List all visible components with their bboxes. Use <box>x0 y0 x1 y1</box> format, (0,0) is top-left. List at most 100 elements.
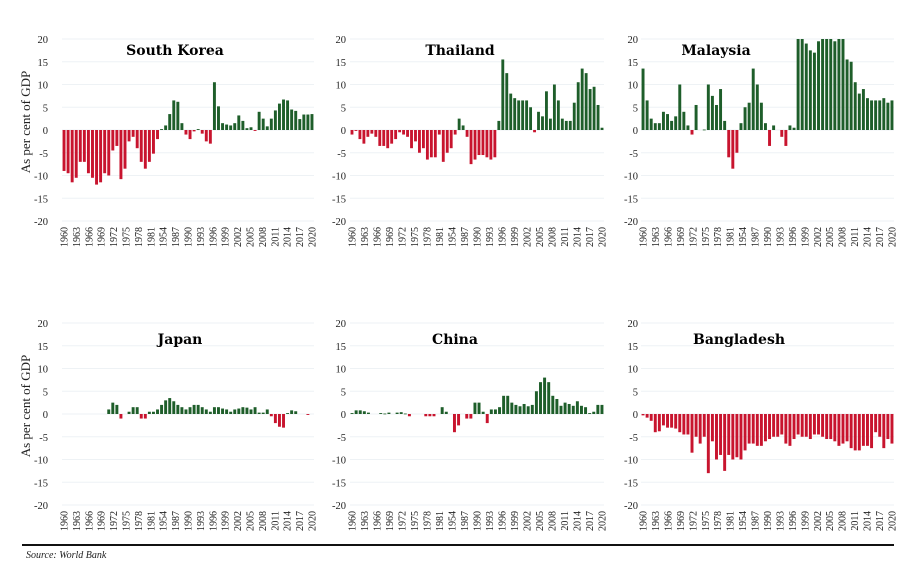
bar-2001 <box>229 411 233 414</box>
bar-2007 <box>537 111 540 130</box>
bar-1984 <box>160 404 164 414</box>
x-tick-label: 2008 <box>548 227 559 247</box>
bar-2004 <box>821 414 825 437</box>
bar-1963 <box>74 130 78 178</box>
bar-2009 <box>261 412 265 414</box>
bar-1995 <box>204 409 208 414</box>
x-tick-label: 1972 <box>688 511 699 531</box>
bar-1994 <box>489 409 493 414</box>
bar-1972 <box>690 130 694 135</box>
x-tick-label: 1978 <box>423 511 434 531</box>
bar-1979 <box>425 130 429 160</box>
bar-1980 <box>432 414 436 417</box>
bar-2002 <box>233 409 237 414</box>
bar-1976 <box>127 130 131 142</box>
bar-1976 <box>706 414 710 474</box>
x-tick-label: 1963 <box>651 227 662 247</box>
bar-1987 <box>172 100 176 130</box>
bar-1963 <box>362 411 366 414</box>
bar-2021 <box>592 86 596 130</box>
y-tick-label: -15 <box>332 194 346 205</box>
x-tick-label: 2005 <box>535 227 546 247</box>
bar-1993 <box>196 129 200 130</box>
bar-2002 <box>812 414 816 435</box>
bar-1995 <box>493 409 497 414</box>
bar-1985 <box>164 125 168 130</box>
x-tick-label: 1963 <box>651 511 662 531</box>
x-tick-label: 1972 <box>109 511 120 531</box>
bar-1986 <box>453 130 457 135</box>
x-tick-label: 2002 <box>813 227 824 247</box>
source-note: Source: World Bank <box>26 550 107 561</box>
x-tick-label: 1960 <box>60 511 71 531</box>
bar-2003 <box>526 406 530 414</box>
bar-1977 <box>710 95 714 131</box>
x-tick-label: 1978 <box>134 511 145 531</box>
bar-2015 <box>286 100 290 130</box>
bar-2013 <box>277 414 281 427</box>
x-tick-label: 1954 <box>448 227 459 247</box>
bar-1974 <box>406 130 409 137</box>
bar-1991 <box>768 414 772 440</box>
bar-1983 <box>441 130 445 162</box>
y-tick-label: 5 <box>633 103 638 114</box>
x-tick-label: 2017 <box>585 227 596 247</box>
bar-1985 <box>449 130 453 149</box>
bar-1999 <box>510 402 514 415</box>
x-tick-label: 2002 <box>813 511 824 531</box>
x-tick-label: 1999 <box>510 227 521 247</box>
bar-1994 <box>200 130 204 134</box>
x-tick-label: 1981 <box>146 227 157 247</box>
bar-1986 <box>168 398 172 414</box>
bar-1979 <box>719 414 723 455</box>
bar-1992 <box>481 411 485 414</box>
bar-2002 <box>233 123 237 130</box>
bar-1987 <box>751 68 755 130</box>
bar-2021 <box>890 100 894 130</box>
bar-1998 <box>217 106 220 130</box>
y-tick-label: 20 <box>38 35 49 46</box>
y-tick-label: 0 <box>341 126 346 137</box>
bar-1962 <box>649 118 653 131</box>
bar-1976 <box>706 84 710 130</box>
x-tick-label: 1981 <box>726 511 737 531</box>
bar-1989 <box>469 414 473 419</box>
bar-1999 <box>221 123 225 130</box>
x-tick-label: 1996 <box>788 511 799 531</box>
bar-1972 <box>398 130 402 133</box>
bar-1991 <box>473 130 477 160</box>
bar-2020 <box>306 414 310 415</box>
bar-1968 <box>95 130 99 185</box>
bar-2006 <box>249 409 253 414</box>
bar-2020 <box>588 89 592 130</box>
bar-1961 <box>645 414 649 418</box>
bar-1997 <box>792 414 796 440</box>
x-tick-label: 2020 <box>888 511 899 531</box>
bar-1980 <box>429 130 433 158</box>
y-tick-label: -5 <box>629 433 638 444</box>
bar-2018 <box>580 68 584 130</box>
y-tick-label: 0 <box>43 410 48 421</box>
bar-2017 <box>584 407 588 414</box>
x-tick-label: 1963 <box>360 227 371 247</box>
bar-1973 <box>694 414 698 437</box>
x-tick-label: 1975 <box>701 511 712 531</box>
bar-2017 <box>294 411 298 414</box>
x-tick-label: 1969 <box>676 227 687 247</box>
bar-1996 <box>493 130 497 158</box>
x-tick-label: 2008 <box>548 511 559 531</box>
bar-1997 <box>497 120 501 130</box>
bar-2013 <box>857 93 861 130</box>
x-tick-label: 1972 <box>398 227 409 247</box>
y-tick-label: 15 <box>628 342 639 353</box>
bar-1970 <box>682 111 686 130</box>
bar-1984 <box>739 123 743 130</box>
x-tick-label: 2008 <box>258 227 269 247</box>
x-tick-label: 1969 <box>676 511 687 531</box>
bar-1964 <box>657 414 661 432</box>
bar-1987 <box>457 118 461 131</box>
x-tick-label: 1963 <box>360 511 371 531</box>
